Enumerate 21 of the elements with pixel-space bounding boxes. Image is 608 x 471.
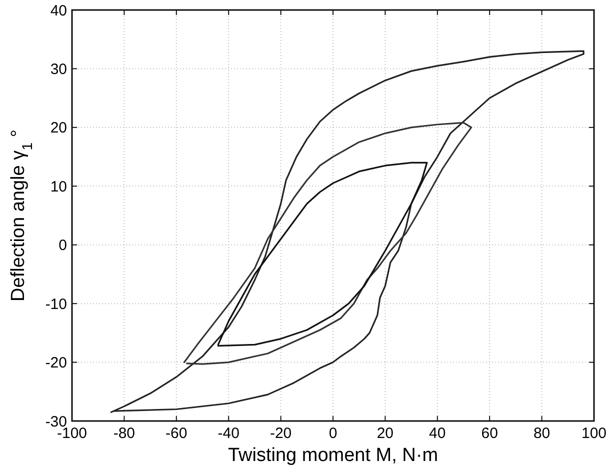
x-tick-label: 80 <box>533 425 550 442</box>
y-tick-label: 30 <box>50 60 67 78</box>
x-tick-label: 20 <box>376 425 394 442</box>
y-tick-label: 20 <box>50 120 67 137</box>
y-tick-label: 10 <box>50 178 67 196</box>
line-series <box>183 122 472 365</box>
x-tick-label: 0 <box>328 425 338 442</box>
x-tick-label: 40 <box>429 425 446 442</box>
y-tick-label: 40 <box>50 2 67 20</box>
line-series <box>110 50 584 413</box>
x-tick-label: -80 <box>113 425 136 442</box>
x-axis-title: Twisting moment M, N·m <box>228 445 438 466</box>
x-tick-label: 60 <box>481 425 498 442</box>
y-tick-label: -10 <box>45 296 67 313</box>
x-tick-label: 100 <box>581 425 607 442</box>
x-tick-label: -60 <box>166 425 188 442</box>
x-tick-label: -20 <box>270 425 292 442</box>
line-series <box>217 162 428 347</box>
y-tick-label: -20 <box>45 354 67 372</box>
y-tick-label: 0 <box>58 237 67 254</box>
x-tick-label: -40 <box>218 425 240 442</box>
